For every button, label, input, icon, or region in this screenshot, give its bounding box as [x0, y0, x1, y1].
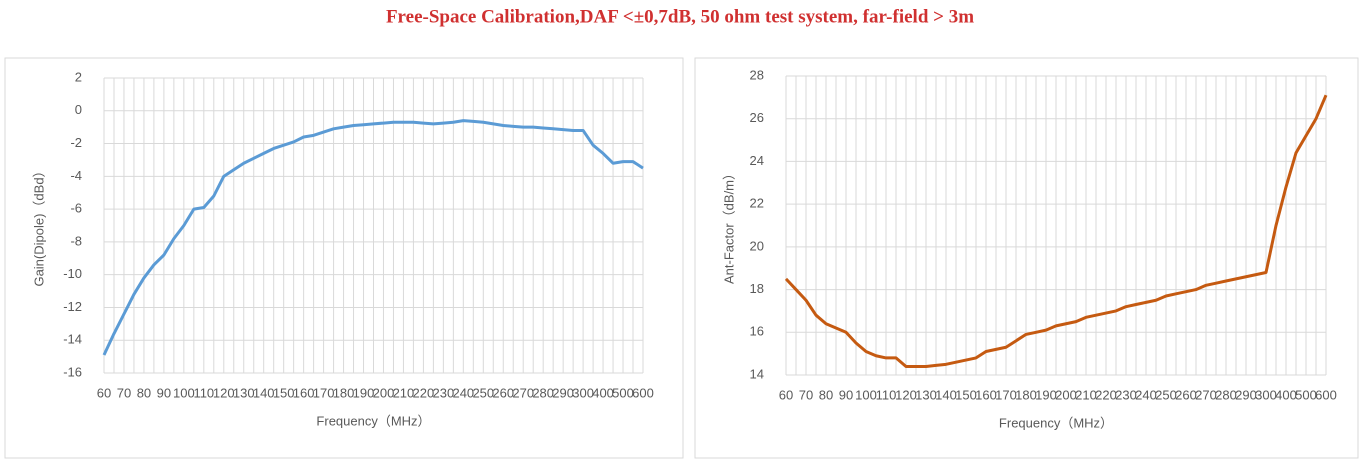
y-tick-label: 24	[750, 153, 764, 168]
y-axis-label: Gain(Dipole)（dBd）	[31, 164, 46, 286]
chart-frame	[694, 57, 1359, 459]
x-tick-label: 60	[97, 385, 111, 400]
x-tick-label: 70	[799, 387, 813, 402]
data-line	[784, 94, 1328, 368]
x-tick-label: 300	[1255, 387, 1277, 402]
y-tick-label: 18	[750, 281, 764, 296]
y-tick-label: -4	[70, 168, 82, 183]
x-tick-label: 230	[1115, 387, 1137, 402]
x-tick-label: 500	[612, 385, 634, 400]
y-tick-label: 2	[75, 69, 82, 84]
x-tick-label: 140	[253, 385, 275, 400]
y-tick-label: -14	[63, 332, 82, 347]
x-tick-label: 90	[157, 385, 171, 400]
x-tick-label: 160	[975, 387, 997, 402]
y-tick-label: -12	[63, 299, 82, 314]
x-tick-label: 100	[855, 387, 877, 402]
x-tick-label: 190	[353, 385, 375, 400]
x-tick-label: 250	[472, 385, 494, 400]
y-tick-label: -8	[70, 233, 82, 248]
x-tick-label: 170	[313, 385, 335, 400]
x-tick-label: 260	[1175, 387, 1197, 402]
x-tick-label: 230	[433, 385, 455, 400]
y-tick-label: -16	[63, 364, 82, 379]
x-tick-label: 110	[193, 385, 214, 400]
x-tick-label: 120	[895, 387, 917, 402]
x-tick-label: 240	[452, 385, 474, 400]
page-title: Free-Space Calibration,DAF <±0,7dB, 50 o…	[386, 6, 974, 27]
x-tick-label: 280	[1215, 387, 1237, 402]
x-tick-label: 210	[1075, 387, 1097, 402]
y-tick-label: 28	[750, 67, 764, 82]
x-tick-label: 70	[117, 385, 131, 400]
x-tick-label: 220	[413, 385, 435, 400]
y-tick-label: 0	[75, 102, 82, 117]
x-tick-label: 240	[1135, 387, 1157, 402]
x-tick-label: 400	[1275, 387, 1297, 402]
x-tick-label: 130	[915, 387, 937, 402]
x-tick-label: 600	[632, 385, 654, 400]
x-tick-label: 190	[1035, 387, 1057, 402]
chart-frame	[4, 57, 684, 459]
x-tick-label: 140	[935, 387, 957, 402]
x-tick-label: 270	[512, 385, 534, 400]
x-tick-label: 180	[333, 385, 355, 400]
x-tick-label: 600	[1315, 387, 1337, 402]
x-tick-label: 80	[137, 385, 151, 400]
y-tick-label: 22	[750, 196, 764, 211]
y-tick-label: 20	[750, 238, 764, 253]
y-axis-label: Ant-Factor（dB/m）	[721, 167, 736, 284]
x-axis-label: Frequency（MHz）	[999, 415, 1113, 430]
x-tick-label: 260	[492, 385, 514, 400]
x-tick-label: 250	[1155, 387, 1177, 402]
x-tick-label: 270	[1195, 387, 1217, 402]
x-axis-label: Frequency（MHz）	[316, 413, 430, 428]
x-tick-label: 110	[876, 387, 897, 402]
x-tick-label: 100	[173, 385, 195, 400]
x-tick-label: 200	[373, 385, 395, 400]
y-tick-label: 26	[750, 110, 764, 125]
x-tick-label: 280	[532, 385, 554, 400]
x-tick-label: 160	[293, 385, 315, 400]
x-tick-label: 300	[572, 385, 594, 400]
data-line	[102, 119, 644, 356]
x-tick-label: 180	[1015, 387, 1037, 402]
x-tick-label: 130	[233, 385, 255, 400]
x-tick-label: 290	[552, 385, 574, 400]
x-tick-label: 60	[779, 387, 793, 402]
y-tick-label: -10	[63, 266, 82, 281]
x-tick-label: 290	[1235, 387, 1257, 402]
y-tick-label: 16	[750, 324, 764, 339]
x-tick-label: 500	[1295, 387, 1317, 402]
x-tick-label: 80	[819, 387, 833, 402]
x-tick-label: 220	[1095, 387, 1117, 402]
x-tick-label: 150	[955, 387, 977, 402]
x-tick-label: 170	[995, 387, 1017, 402]
y-tick-label: -2	[70, 135, 82, 150]
x-tick-label: 120	[213, 385, 235, 400]
y-tick-label: -6	[70, 201, 82, 216]
x-tick-label: 200	[1055, 387, 1077, 402]
x-tick-label: 210	[393, 385, 415, 400]
y-tick-label: 14	[750, 366, 764, 381]
x-tick-label: 90	[839, 387, 853, 402]
x-tick-label: 150	[273, 385, 295, 400]
x-tick-label: 400	[592, 385, 614, 400]
